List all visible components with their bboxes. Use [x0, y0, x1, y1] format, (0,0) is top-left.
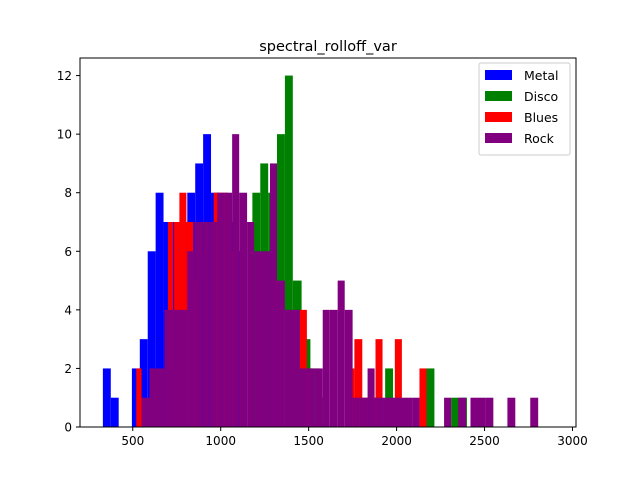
legend-box: [478, 62, 571, 156]
bar-rock-25: [329, 309, 338, 427]
bar-rock-16: [262, 251, 270, 427]
bar-rock-1: [149, 368, 157, 427]
legend-swatch-disco: [485, 91, 512, 101]
bar-metal-1: [110, 397, 119, 427]
legend: Metal Disco Blues Rock: [478, 62, 571, 156]
bar-blues-12: [354, 339, 363, 427]
bar-metal-3: [139, 339, 148, 427]
bar-blues-16: [394, 339, 402, 427]
x-tick-label: 1000: [205, 434, 236, 448]
bar-rock-7: [194, 222, 203, 427]
bar-rock-18: [276, 280, 285, 427]
bar-rock-27: [344, 309, 353, 427]
bar-rock-5: [179, 309, 188, 427]
bar-disco-4: [284, 75, 293, 427]
bar-rock-8: [202, 222, 210, 427]
bar-disco-7: [310, 368, 320, 427]
bar-rock-29: [359, 397, 368, 427]
bar-blues-15: [375, 339, 383, 427]
legend-swatch-blues: [485, 112, 512, 122]
bar-rock-28: [352, 397, 360, 427]
bar-rock-3: [164, 309, 172, 427]
bar-rock-35: [404, 397, 413, 427]
bar-rock-40: [477, 397, 486, 427]
plot-frame: [79, 57, 577, 428]
bar-rock-4: [171, 309, 180, 427]
legend-swatch-metal: [485, 70, 512, 80]
bar-metal-0: [102, 368, 111, 427]
bar-rock-13: [239, 192, 248, 427]
series-rock: [141, 134, 539, 427]
bar-blues-3: [179, 192, 187, 427]
bar-rock-39: [470, 397, 478, 427]
bar-rock-33: [389, 397, 398, 427]
bar-rock-10: [217, 192, 225, 427]
bar-disco-10: [426, 368, 435, 427]
legend-label-metal: Metal: [524, 68, 559, 83]
y-tick-label: 2: [64, 362, 72, 376]
bar-rock-30: [367, 368, 375, 427]
bar-rock-34: [397, 397, 405, 427]
bar-rock-41: [485, 397, 494, 427]
bar-rock-22: [306, 368, 315, 427]
bar-rock-24: [322, 309, 330, 427]
y-tick-label: 12: [57, 69, 72, 83]
x-tick-label: 2000: [381, 434, 412, 448]
bar-rock-38: [458, 397, 467, 427]
bar-rock-15: [254, 251, 263, 427]
bar-disco-11: [451, 397, 460, 427]
x-tick-label: 500: [121, 434, 144, 448]
legend-label-rock: Rock: [524, 131, 555, 146]
bar-metal-5: [155, 192, 164, 427]
legend-label-disco: Disco: [524, 89, 558, 104]
bar-rock-0: [141, 397, 150, 427]
chart-title: spectral_rolloff_var: [259, 39, 397, 55]
bar-rock-9: [209, 222, 218, 427]
bar-rock-14: [247, 222, 255, 427]
y-tick-label: 8: [64, 186, 72, 200]
bar-rock-21: [299, 368, 307, 427]
bar-rock-19: [284, 309, 292, 427]
bar-rock-11: [224, 192, 233, 427]
x-tick-label: 1500: [293, 434, 324, 448]
axes-layer: 500 1000 1500 2000 2500 3000 0 2 4 6 8 10 12: [57, 57, 588, 448]
x-tick-label: 2500: [469, 434, 500, 448]
legend-label-blues: Blues: [524, 110, 558, 125]
bar-rock-6: [187, 251, 195, 427]
bar-blues-0: [136, 368, 142, 427]
bar-rock-37: [444, 397, 452, 427]
bar-metal-2: [131, 368, 140, 427]
legend-swatch-rock: [485, 133, 512, 143]
y-tick-label: 10: [57, 128, 72, 142]
bars-layer: [102, 75, 539, 427]
bar-rock-42: [507, 397, 516, 427]
bar-rock-26: [337, 280, 345, 427]
bar-rock-43: [530, 397, 539, 427]
bar-metal-4: [147, 251, 156, 427]
bar-rock-20: [291, 309, 300, 427]
bar-rock-17: [269, 163, 277, 427]
x-tick-label: 3000: [557, 434, 588, 448]
bar-rock-12: [232, 134, 240, 427]
bar-rock-32: [382, 397, 390, 427]
y-tick-label: 6: [64, 245, 72, 259]
bar-blues-17: [419, 368, 427, 427]
y-tick-label: 0: [64, 421, 72, 435]
bar-rock-23: [314, 368, 323, 427]
bar-rock-31: [374, 397, 383, 427]
bar-rock-2: [156, 368, 165, 427]
bar-rock-36: [412, 397, 420, 427]
y-tick-label: 4: [64, 303, 72, 317]
